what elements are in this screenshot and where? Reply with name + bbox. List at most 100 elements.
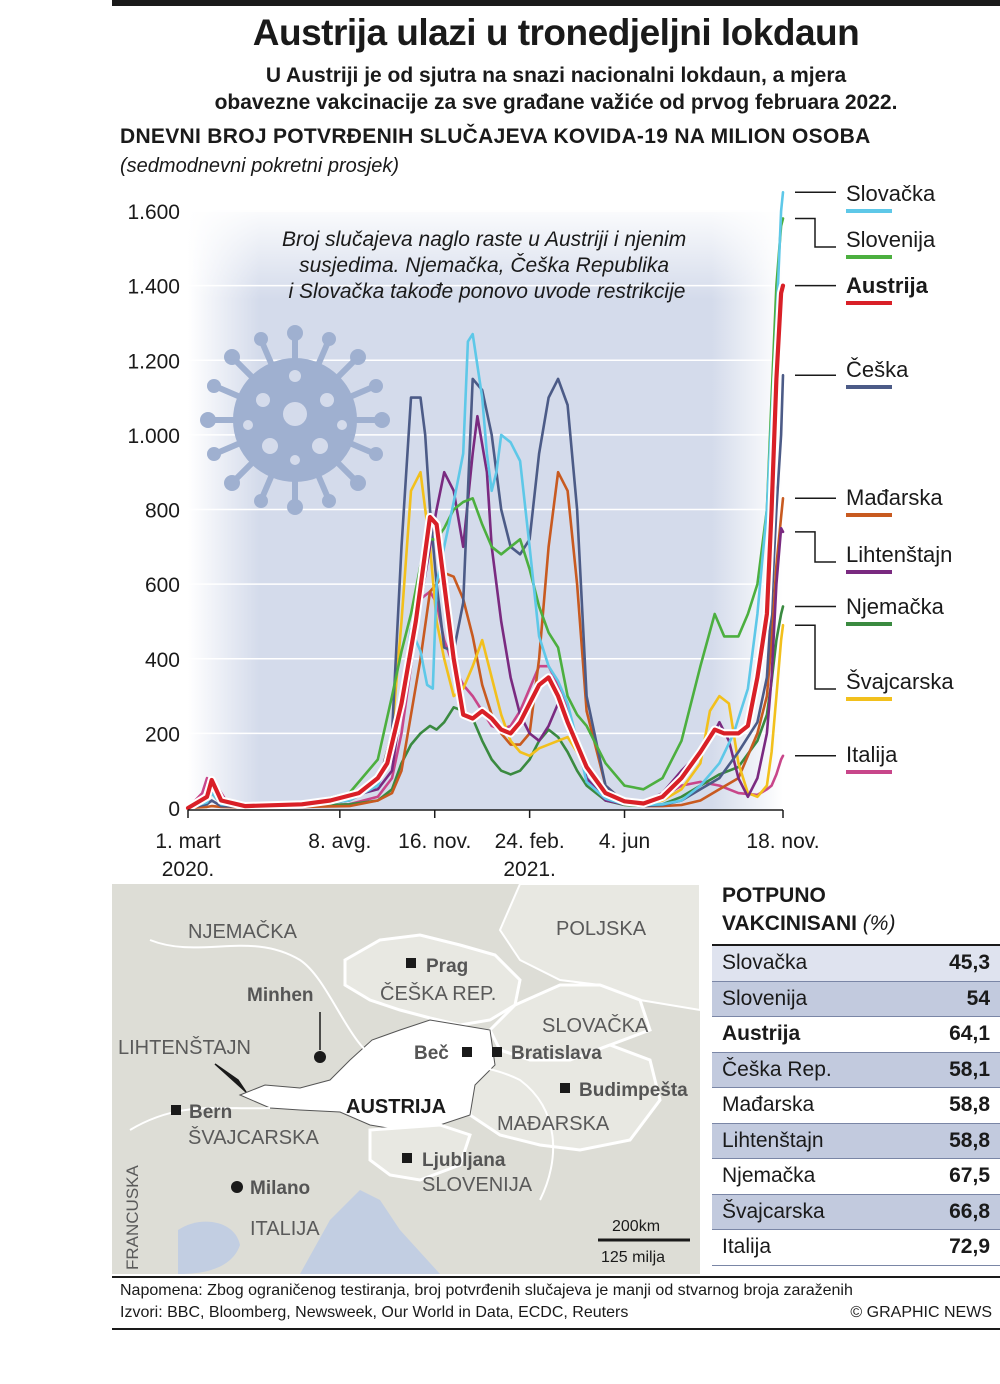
footer-credit: © GRAPHIC NEWS <box>850 1304 992 1321</box>
y-tick-label: 400 <box>145 649 180 672</box>
vaccination-unit: (%) <box>862 912 896 935</box>
vaccination-row: Češka Rep. 58,1 <box>712 1052 1000 1088</box>
map-label-lihtenstajn: LIHTENŠTAJN <box>118 1036 251 1059</box>
vaccination-row: Lihtenštajn 58,8 <box>712 1123 1000 1159</box>
legend-label: Lihtenštajn <box>846 542 952 567</box>
map-country-czechia <box>343 933 522 1027</box>
city-label-budimpesta: Budimpešta <box>579 1080 688 1101</box>
vaccination-title-line-1: POTPUNO <box>722 884 826 907</box>
map-label-poljska: POLJSKA <box>556 918 647 940</box>
series-line-austrija <box>185 283 786 811</box>
y-tick-label: 1.600 <box>127 201 180 224</box>
legend-label: Češka <box>846 357 909 382</box>
series-lines <box>183 191 788 813</box>
vaccination-row: Njemačka 67,5 <box>712 1159 1000 1195</box>
city-label-ljubljana: Ljubljana <box>422 1150 506 1171</box>
vaccination-country: Njemačka <box>722 1164 816 1188</box>
legend-label: Mađarska <box>846 485 943 510</box>
map-label-austrija: AUSTRIJA <box>346 1096 446 1118</box>
city-marker-bratislava <box>492 1047 502 1057</box>
page-subtitle: U Austriji je od sjutra na snazi naciona… <box>112 62 1000 116</box>
map-label-slovacka: SLOVAČKA <box>542 1014 649 1037</box>
map-country-slovenia <box>368 1123 472 1182</box>
city-label-minhen: Minhen <box>247 985 314 1006</box>
legend-swatch <box>846 255 892 259</box>
legend-swatch <box>846 622 892 626</box>
vaccination-title-text: VAKCINISANI <box>722 912 857 935</box>
legend-label: Švajcarska <box>846 669 954 694</box>
vaccination-country: Austrija <box>722 1022 801 1046</box>
map-label-njemacka: NJEMAČKA <box>188 920 298 943</box>
annotation-line-2: susjedima. Njemačka, Češka Republika <box>299 254 669 277</box>
city-marker-bec <box>462 1047 472 1057</box>
legend: Slovačka Slovenija Austrija Češka Mađarska Li… <box>795 181 954 774</box>
footer-sources: Izvori: BBC, Bloomberg, Newsweek, Our Wo… <box>120 1304 629 1321</box>
city-marker-ljubljana <box>402 1153 412 1163</box>
vaccination-country: Švajcarska <box>722 1199 825 1223</box>
y-tick-label: 200 <box>145 723 180 746</box>
y-tick-label: 0 <box>168 798 180 821</box>
map-svg: NJEMAČKA POLJSKA ČEŠKA REP. SLOVAČKA LIH… <box>112 884 700 1274</box>
map-label-ceska: ČEŠKA REP. <box>380 982 496 1005</box>
subtitle-line-1: U Austriji je od sjutra na snazi naciona… <box>265 64 847 87</box>
scale-km-label: 200km <box>612 1218 660 1235</box>
line-chart: Broj slučajeva naglo raste u Austriji i … <box>127 181 954 880</box>
x-tick-sublabel: 2020. <box>162 858 215 880</box>
city-marker-minhen <box>314 1051 326 1063</box>
chart-title: DNEVNI BROJ POTVRĐENIH SLUČAJEVA KOVIDA-… <box>120 125 871 148</box>
map-rivers <box>129 939 555 1201</box>
x-tick-label: 16. nov. <box>398 830 471 853</box>
legend-label: Slovačka <box>846 181 936 206</box>
series-line-slovenija <box>186 217 785 810</box>
legend-swatch <box>846 770 892 774</box>
legend-swatch <box>846 570 892 574</box>
vaccination-title: POTPUNO VAKCINISANI (%) <box>722 882 895 938</box>
y-tick-label: 600 <box>145 574 180 597</box>
map-label-italija: ITALIJA <box>250 1218 320 1240</box>
vaccination-value: 67,5 <box>949 1164 990 1188</box>
city-label-prag: Prag <box>426 956 468 977</box>
legend-swatch <box>846 697 892 701</box>
vaccination-value: 45,3 <box>949 951 990 975</box>
map-label-francuska: FRANCUSKA <box>123 1164 142 1270</box>
map-lake <box>178 1221 240 1274</box>
x-tick-label: 18. nov. <box>746 830 819 853</box>
vaccination-value: 72,9 <box>949 1235 990 1259</box>
footer-rule-bottom <box>112 1328 1000 1330</box>
legend-leader <box>795 531 836 563</box>
city-label-bratislava: Bratislava <box>511 1043 602 1064</box>
x-tick-label: 8. avg. <box>308 830 371 853</box>
city-label-bern: Bern <box>189 1102 232 1123</box>
lihtenstajn-pointer <box>214 1063 247 1093</box>
scale-mi-label: 125 milja <box>601 1249 665 1266</box>
y-tick-label: 1.400 <box>127 276 180 299</box>
city-marker-bern <box>171 1105 181 1115</box>
city-marker-milano <box>231 1181 243 1193</box>
y-tick-label: 1.000 <box>127 425 180 448</box>
map-sea <box>300 1190 440 1274</box>
annotation-line-1: Broj slučajeva naglo raste u Austriji i … <box>282 228 686 251</box>
virus-icon <box>200 325 390 515</box>
legend-label: Italija <box>846 742 898 767</box>
vaccination-row: Slovačka 45,3 <box>712 946 1000 982</box>
vaccination-value: 58,8 <box>949 1128 990 1152</box>
vaccination-country: Lihtenštajn <box>722 1128 824 1152</box>
top-rule <box>112 0 1000 6</box>
vaccination-country: Slovenija <box>722 986 808 1010</box>
x-tick-sublabel: 2021. <box>503 858 556 880</box>
vaccination-table: Slovačka 45,3 Slovenija 54 Austrija 64,1 Češka… <box>712 944 1000 1266</box>
annotation-line-3: i Slovačka takođe ponovo uvode restrikci… <box>289 280 686 303</box>
chart-annotation: Broj slučajeva naglo raste u Austriji i … <box>282 228 692 303</box>
x-tick-label: 24. feb. <box>495 830 565 853</box>
map-label-slovenija: SLOVENIJA <box>422 1174 533 1196</box>
footer-note: Napomena: Zbog ograničenog testiranja, b… <box>120 1282 853 1299</box>
city-marker-budimpesta <box>560 1083 570 1093</box>
x-tick-label: 4. jun <box>599 830 650 853</box>
map-label-svajcarska: ŠVAJCARSKA <box>188 1126 319 1149</box>
map-label-madjarska: MAĐARSKA <box>497 1113 610 1135</box>
legend-swatch <box>846 385 892 389</box>
vaccination-country: Italija <box>722 1235 772 1259</box>
vaccination-row: Austrija 64,1 <box>712 1017 1000 1053</box>
page-title: Austrija ulazi u tronedjeljni lokdaun <box>252 12 860 53</box>
y-tick-label: 800 <box>145 500 180 523</box>
